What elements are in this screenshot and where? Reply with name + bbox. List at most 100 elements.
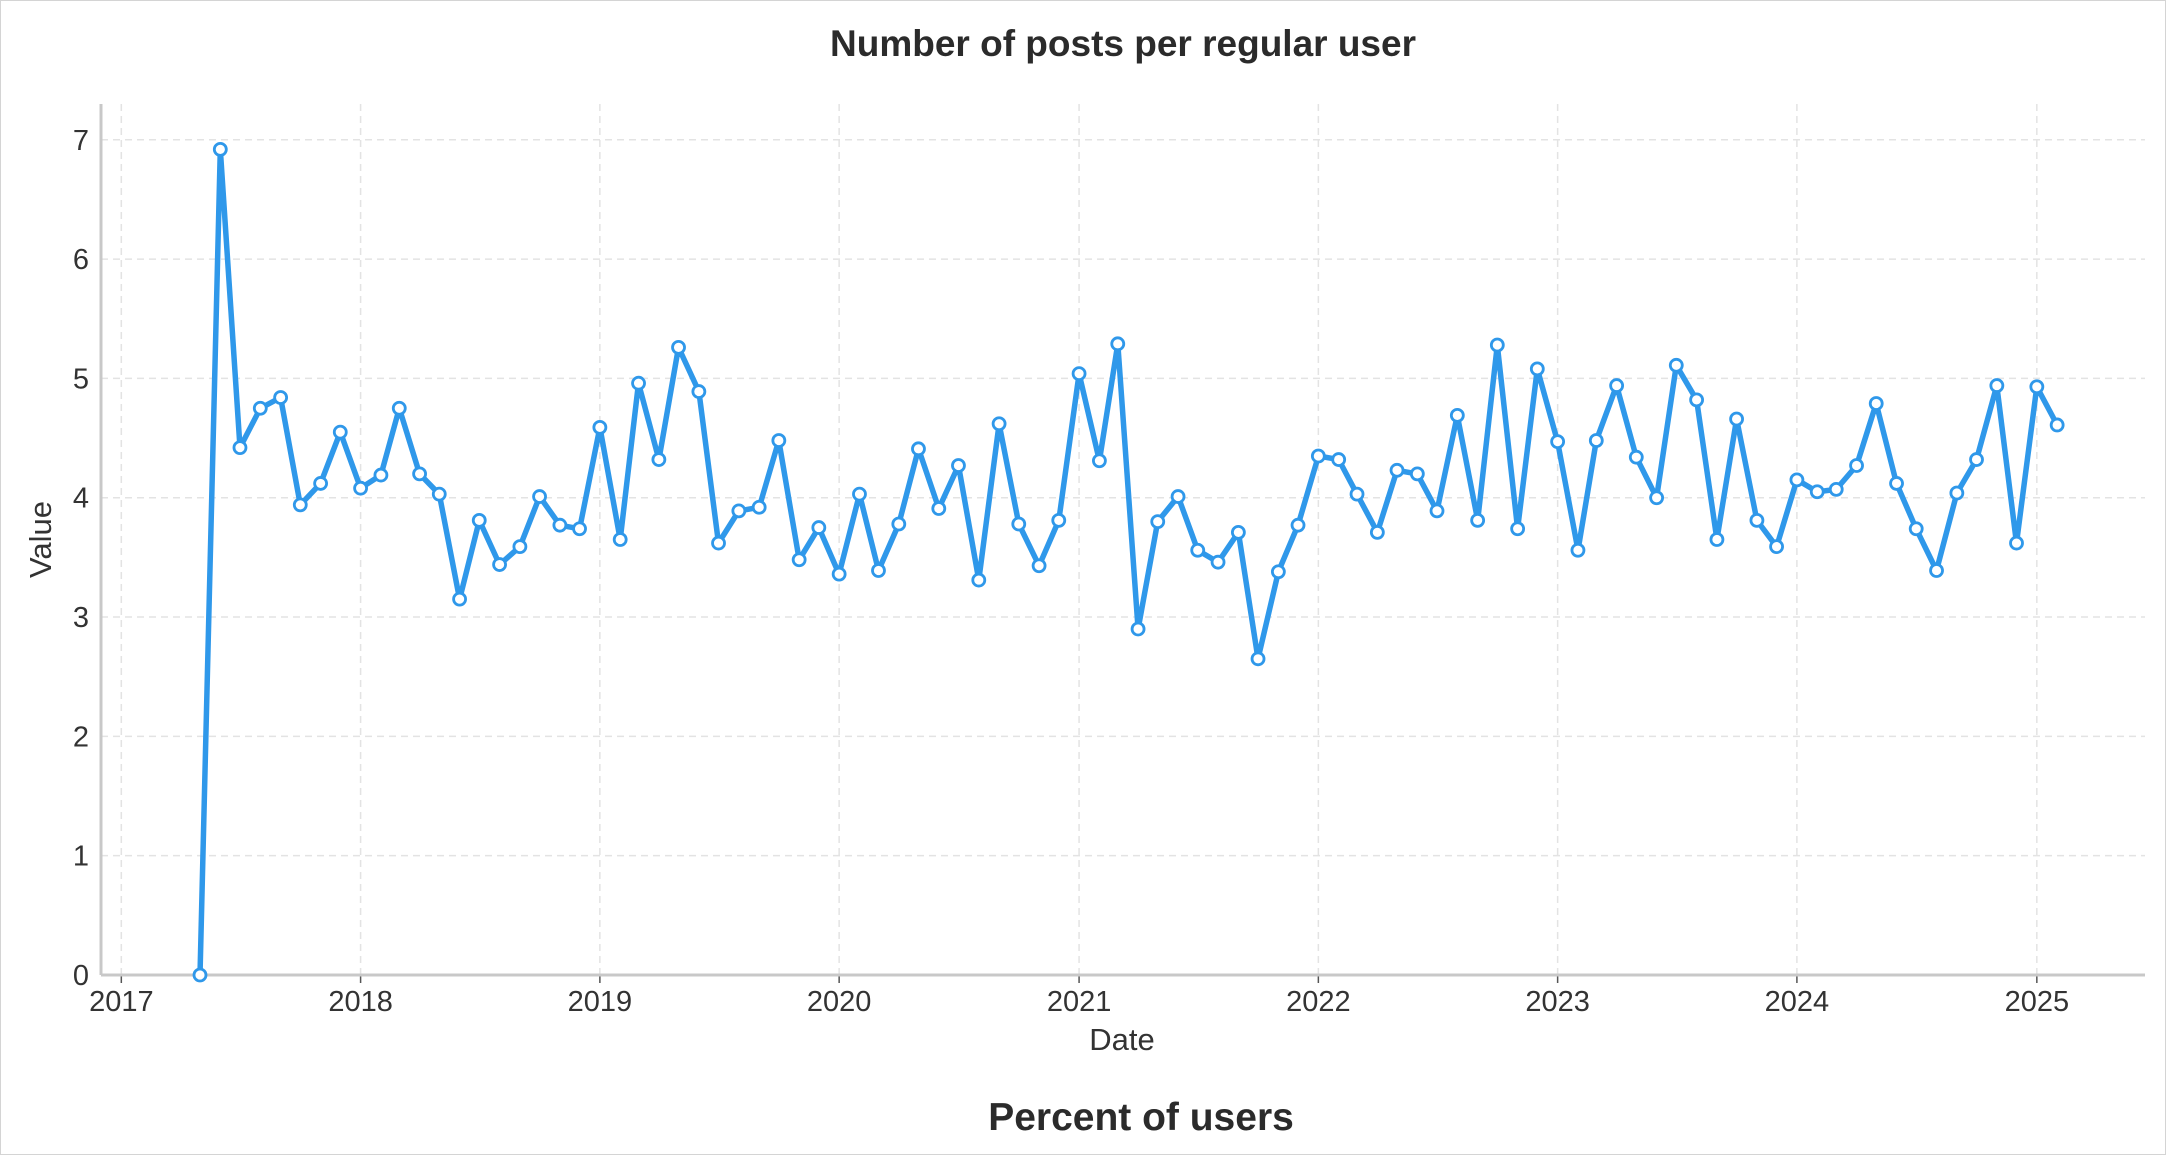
data-point — [512, 539, 528, 555]
data-point — [1809, 484, 1825, 500]
data-point — [1908, 521, 1924, 537]
x-tick-label: 2021 — [1047, 986, 1112, 1018]
data-point — [1749, 513, 1765, 528]
x-tick-label: 2025 — [2005, 986, 2070, 1018]
data-point — [532, 489, 547, 504]
data-point — [1349, 486, 1365, 502]
data-point — [1150, 514, 1166, 530]
y-tick-label: 3 — [73, 602, 89, 634]
data-point — [731, 503, 747, 519]
data-point — [1092, 453, 1107, 469]
data-point — [1510, 521, 1526, 537]
data-point — [1011, 516, 1027, 532]
footer-title: Percent of users — [988, 1096, 1294, 1139]
data-point — [452, 591, 467, 607]
data-point — [1489, 337, 1505, 353]
data-point — [332, 424, 348, 440]
data-point — [671, 340, 686, 355]
data-point — [1828, 481, 1844, 497]
data-point — [1668, 357, 1684, 373]
data-point — [1270, 564, 1286, 580]
data-point — [1889, 476, 1904, 491]
data-point — [1989, 378, 2005, 393]
data-point — [1449, 408, 1465, 423]
data-point — [471, 513, 487, 528]
data-point — [373, 467, 389, 483]
data-point — [2029, 379, 2045, 395]
y-tick-label: 1 — [73, 841, 89, 873]
data-point — [1130, 621, 1146, 637]
data-point — [1868, 396, 1884, 411]
data-point — [1929, 563, 1944, 578]
data-point — [1409, 466, 1425, 482]
data-point — [1628, 449, 1644, 465]
data-point — [612, 532, 628, 547]
data-point — [1470, 513, 1486, 528]
data-point — [252, 400, 268, 416]
data-point — [1331, 452, 1347, 467]
data-point — [212, 141, 228, 157]
data-point — [2009, 535, 2024, 551]
data-point — [1190, 542, 1206, 558]
data-point — [991, 416, 1007, 432]
data-point — [572, 521, 587, 537]
data-point — [871, 563, 886, 578]
data-point — [313, 476, 329, 491]
y-axis-label: Value — [23, 501, 58, 578]
data-point — [1071, 366, 1087, 382]
data-point — [1230, 524, 1246, 540]
data-point — [1550, 434, 1566, 450]
data-point — [1290, 517, 1306, 533]
y-tick-label: 0 — [73, 960, 89, 992]
data-point — [273, 390, 289, 405]
data-point — [971, 572, 987, 588]
data-point — [1969, 452, 1984, 467]
data-point — [1709, 532, 1725, 547]
x-tick-label: 2020 — [807, 986, 872, 1018]
data-point — [492, 557, 507, 572]
data-point — [1689, 392, 1705, 408]
data-point — [1110, 336, 1126, 352]
data-point — [1310, 448, 1326, 464]
x-tick-label: 2019 — [568, 986, 633, 1018]
data-point — [1210, 554, 1226, 570]
x-tick-label: 2022 — [1286, 986, 1351, 1018]
data-point — [192, 967, 208, 983]
series-line — [197, 146, 2060, 978]
data-point — [771, 433, 787, 448]
data-point — [631, 375, 646, 391]
data-point — [1649, 490, 1665, 506]
x-axis-label: Date — [1089, 1022, 1154, 1057]
x-tick-label: 2017 — [89, 986, 154, 1018]
data-point — [691, 384, 707, 399]
data-point — [1729, 411, 1744, 427]
data-point — [1389, 462, 1405, 478]
data-point — [1570, 542, 1586, 558]
chart-title: Number of posts per regular user — [830, 23, 1416, 64]
data-point — [552, 517, 568, 533]
y-tick-label: 4 — [73, 483, 89, 515]
data-point — [1789, 472, 1805, 488]
data-point — [2049, 417, 2065, 433]
data-point — [353, 480, 368, 496]
data-point — [651, 452, 667, 467]
data-point — [1170, 489, 1186, 504]
data-point — [1529, 361, 1545, 377]
data-point — [1031, 558, 1047, 574]
data-point — [1609, 378, 1625, 393]
data-point — [1588, 433, 1604, 448]
data-point — [751, 499, 767, 515]
y-tick-label: 2 — [73, 721, 89, 753]
x-tick-label: 2024 — [1765, 986, 1830, 1018]
data-point — [431, 486, 447, 502]
data-point — [232, 440, 248, 456]
x-tick-label: 2018 — [328, 986, 393, 1018]
data-point — [391, 400, 407, 416]
data-point — [791, 552, 807, 568]
data-point — [1849, 458, 1864, 473]
data-point — [831, 566, 847, 582]
data-point — [292, 497, 308, 513]
data-point — [711, 535, 726, 551]
